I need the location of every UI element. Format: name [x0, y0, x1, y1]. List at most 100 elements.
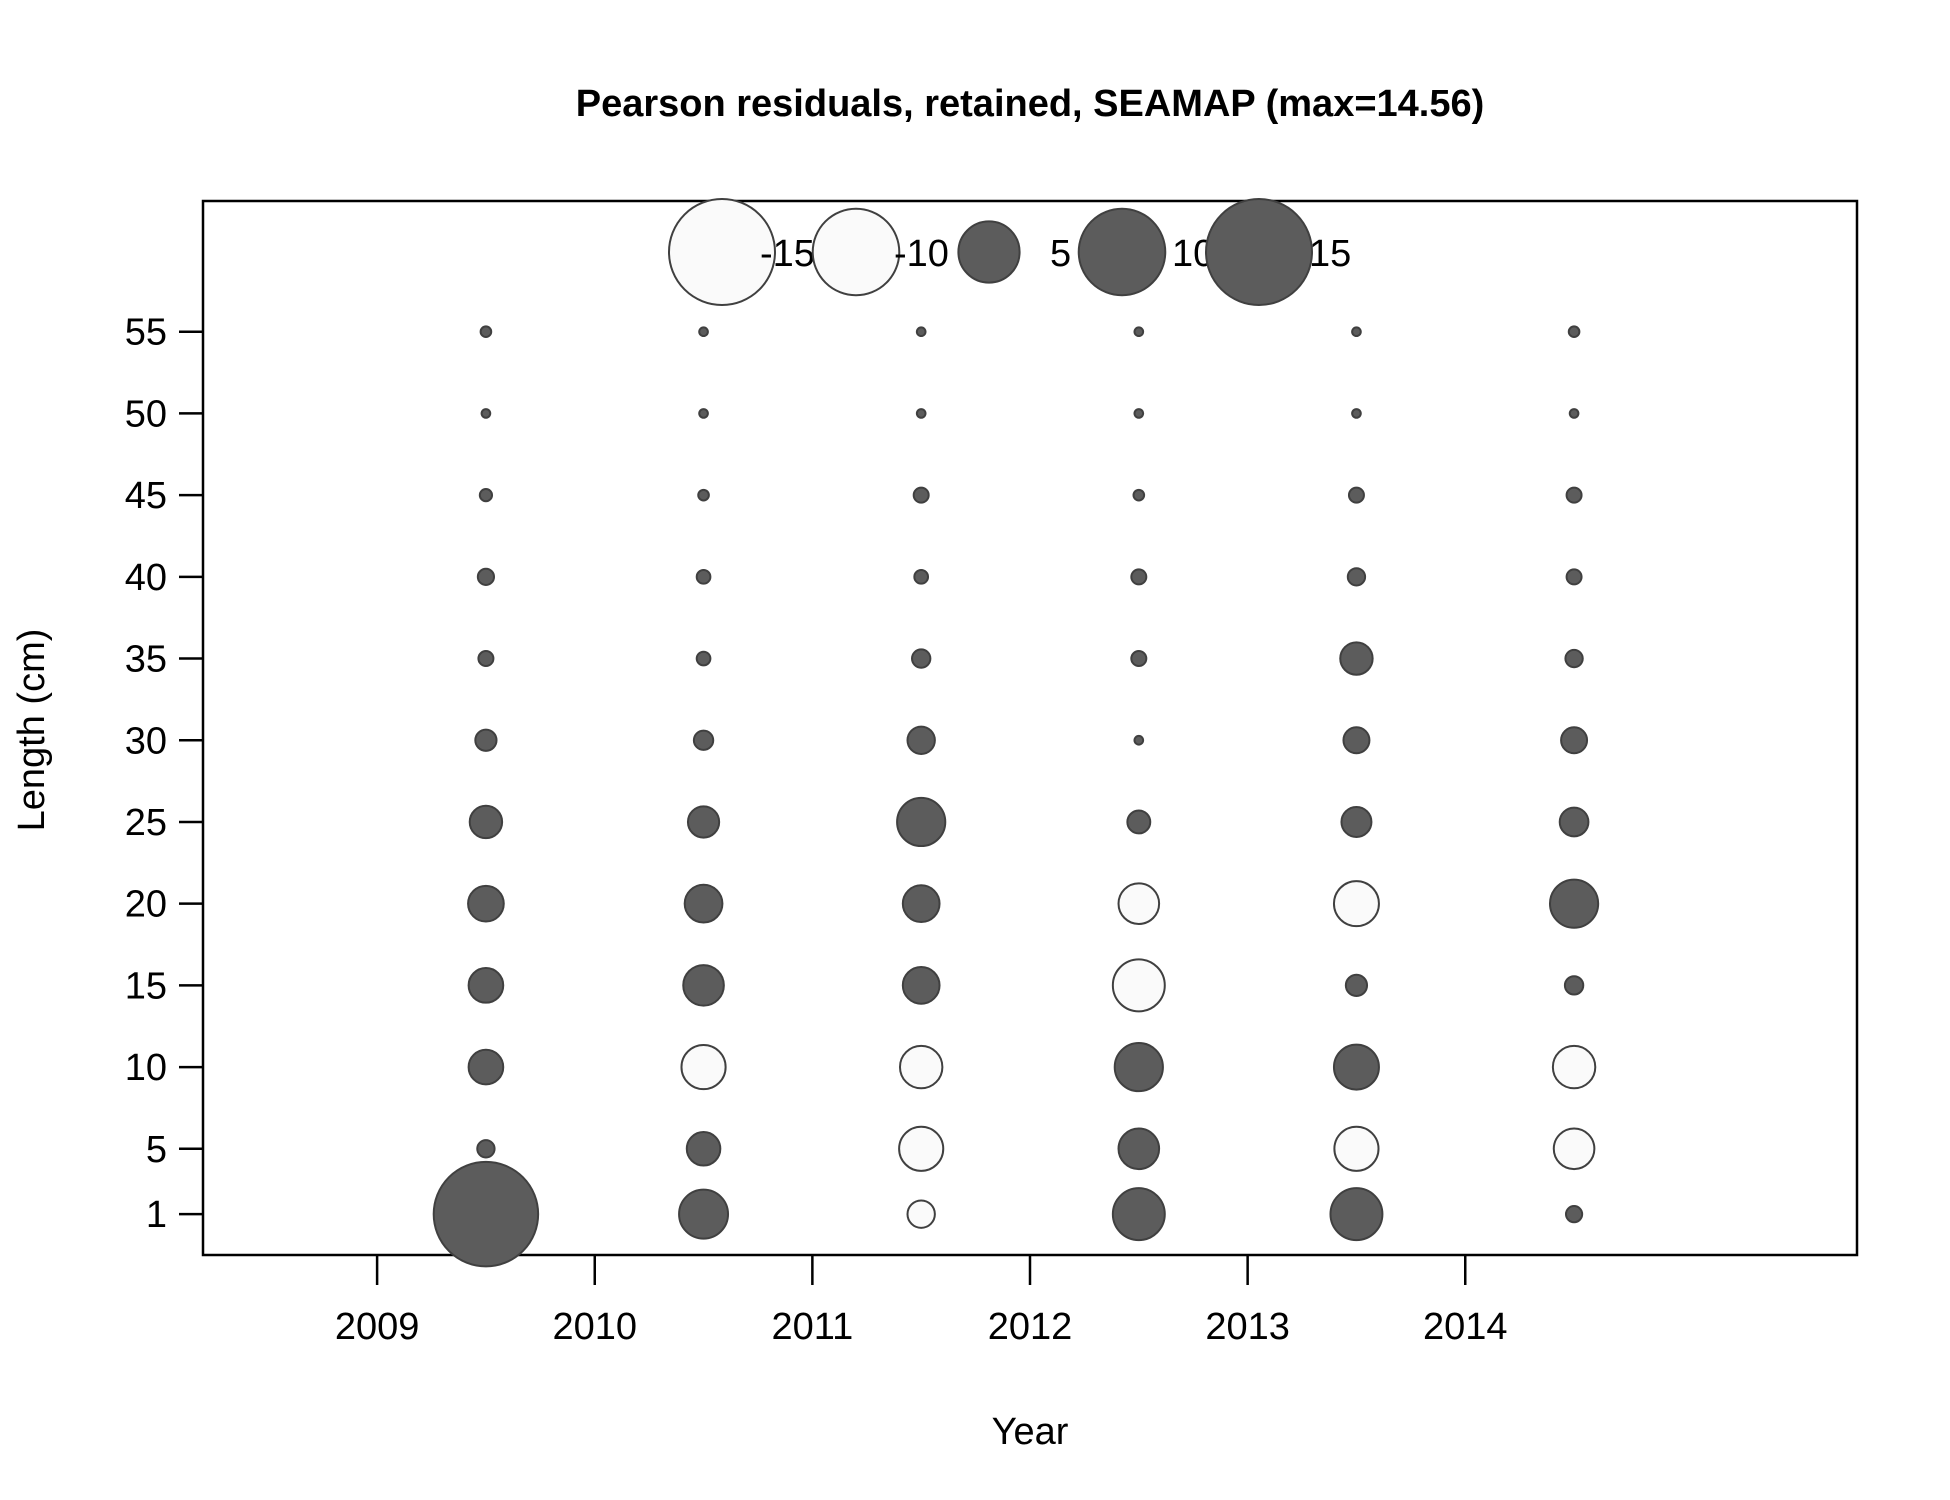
y-tick-label: 55: [125, 312, 167, 354]
y-tick-label: 25: [125, 802, 167, 844]
x-tick-label: 2014: [1423, 1306, 1508, 1348]
residual-bubble-positive: [467, 967, 505, 1004]
residual-bubble-negative: [1111, 958, 1166, 1013]
residual-bubble-positive: [1351, 408, 1362, 419]
residual-bubble-positive: [432, 1160, 540, 1268]
residual-bubble-positive: [1133, 408, 1145, 419]
legend: -15 -10 5 10 15: [668, 198, 1351, 306]
residual-bubble-positive: [1346, 567, 1367, 587]
residual-bubble-positive: [1564, 648, 1584, 669]
residual-bubble-positive: [1563, 975, 1585, 996]
y-tick-label: 35: [125, 639, 167, 681]
residual-bubble-negative: [680, 1044, 727, 1091]
residual-bubble-negative: [1333, 1125, 1380, 1172]
legend-label: -10: [894, 233, 949, 275]
residual-bubble-positive: [480, 408, 492, 419]
residual-bubble-positive: [479, 325, 493, 339]
residual-bubble-positive: [913, 569, 930, 585]
y-tick-label: 20: [125, 884, 167, 926]
residual-bubble-negative: [898, 1125, 945, 1172]
residual-bubble-positive: [1344, 973, 1369, 997]
y-tick-label: 15: [125, 965, 167, 1007]
residual-bubble-positive: [478, 488, 494, 503]
residual-bubble-positive: [901, 884, 941, 924]
bubble-layer: [432, 325, 1600, 1268]
residual-bubble-positive: [1340, 805, 1373, 838]
residual-bubble-positive: [915, 408, 927, 419]
residual-bubble-positive: [1111, 1187, 1166, 1242]
residual-bubble-positive: [1113, 1041, 1164, 1093]
x-tick-label: 2012: [988, 1306, 1073, 1348]
residual-bubble-negative: [1332, 880, 1380, 928]
residual-bubble-positive: [1560, 726, 1589, 755]
residual-bubble-positive: [1133, 326, 1145, 338]
residual-bubble-positive: [1548, 878, 1600, 929]
residual-bubble-positive: [1117, 1127, 1161, 1171]
legend-bubble: [1205, 198, 1313, 306]
residual-bubble-positive: [1329, 1187, 1384, 1242]
y-axis-label: Length (cm): [11, 629, 53, 832]
residual-bubble-negative: [898, 1044, 944, 1090]
residual-bubble-positive: [1132, 488, 1146, 502]
y-tick-label: 1: [146, 1194, 167, 1236]
residual-bubble-positive: [468, 804, 504, 840]
residual-bubble-positive: [906, 725, 936, 755]
residual-bubble-positive: [476, 567, 496, 586]
residual-bubble-positive: [1342, 726, 1371, 755]
residual-bubble-positive: [678, 1188, 730, 1240]
residual-bubble-positive: [1565, 568, 1583, 586]
residual-bubble-positive: [685, 1131, 722, 1167]
y-tick-label: 40: [125, 557, 167, 599]
residual-bubble-positive: [1351, 326, 1362, 338]
residual-bubble-positive: [683, 883, 724, 924]
residual-bubble-positive: [915, 326, 927, 338]
residual-bubble-positive: [477, 650, 495, 668]
residual-bubble-positive: [1567, 325, 1581, 339]
residual-bubble-positive: [1558, 806, 1590, 838]
legend-bubble: [811, 207, 901, 297]
legend-bubble: [668, 198, 776, 306]
residual-bubble-negative: [906, 1199, 936, 1229]
residual-bubble-negative: [1117, 882, 1161, 925]
residual-bubble-negative: [1551, 1044, 1597, 1090]
x-tick-label: 2013: [1205, 1306, 1290, 1348]
residual-bubble-positive: [695, 569, 712, 585]
x-axis-label: Year: [992, 1411, 1069, 1453]
y-tick-label: 10: [125, 1047, 167, 1089]
y-tick-label: 30: [125, 720, 167, 762]
residual-bubble-positive: [1347, 486, 1365, 504]
residual-bubble-positive: [698, 408, 709, 419]
x-axis: 2009 2010 2011 2012 2013 2014: [335, 1255, 1508, 1348]
residual-bubble-positive: [698, 326, 709, 338]
legend-bubble: [1077, 207, 1167, 297]
residual-bubble-positive: [1565, 486, 1583, 504]
residual-bubble-positive: [467, 1048, 505, 1086]
legend-label: 5: [1050, 233, 1071, 275]
residual-bubble-positive: [1564, 1205, 1584, 1224]
residual-bubble-positive: [1133, 734, 1145, 746]
residual-bubble-positive: [692, 729, 715, 751]
residual-bubble-positive: [901, 966, 941, 1005]
residual-bubble-positive: [467, 884, 505, 923]
y-tick-label: 5: [146, 1129, 167, 1171]
residual-bubble-positive: [1339, 641, 1374, 676]
y-tick-label: 50: [125, 393, 167, 435]
residual-bubble-positive: [1332, 1043, 1380, 1091]
x-tick-label: 2010: [552, 1306, 637, 1348]
legend-label: -15: [760, 233, 815, 275]
plot-frame: [201, 199, 1859, 1257]
residual-bubble-positive: [697, 488, 710, 502]
residual-bubble-positive: [1130, 568, 1148, 586]
residual-bubble-positive: [1130, 650, 1148, 668]
legend-bubble: [957, 220, 1021, 284]
y-tick-label: 45: [125, 475, 167, 517]
legend-label: 15: [1309, 233, 1351, 275]
residual-bubble-positive: [474, 728, 498, 752]
residual-bubble-positive: [912, 486, 930, 504]
residual-bubble-positive: [911, 648, 932, 669]
residual-bubble-positive: [686, 805, 721, 839]
residual-bubble-positive: [695, 650, 712, 667]
chart-title: Pearson residuals, retained, SEAMAP (max…: [576, 83, 1485, 125]
